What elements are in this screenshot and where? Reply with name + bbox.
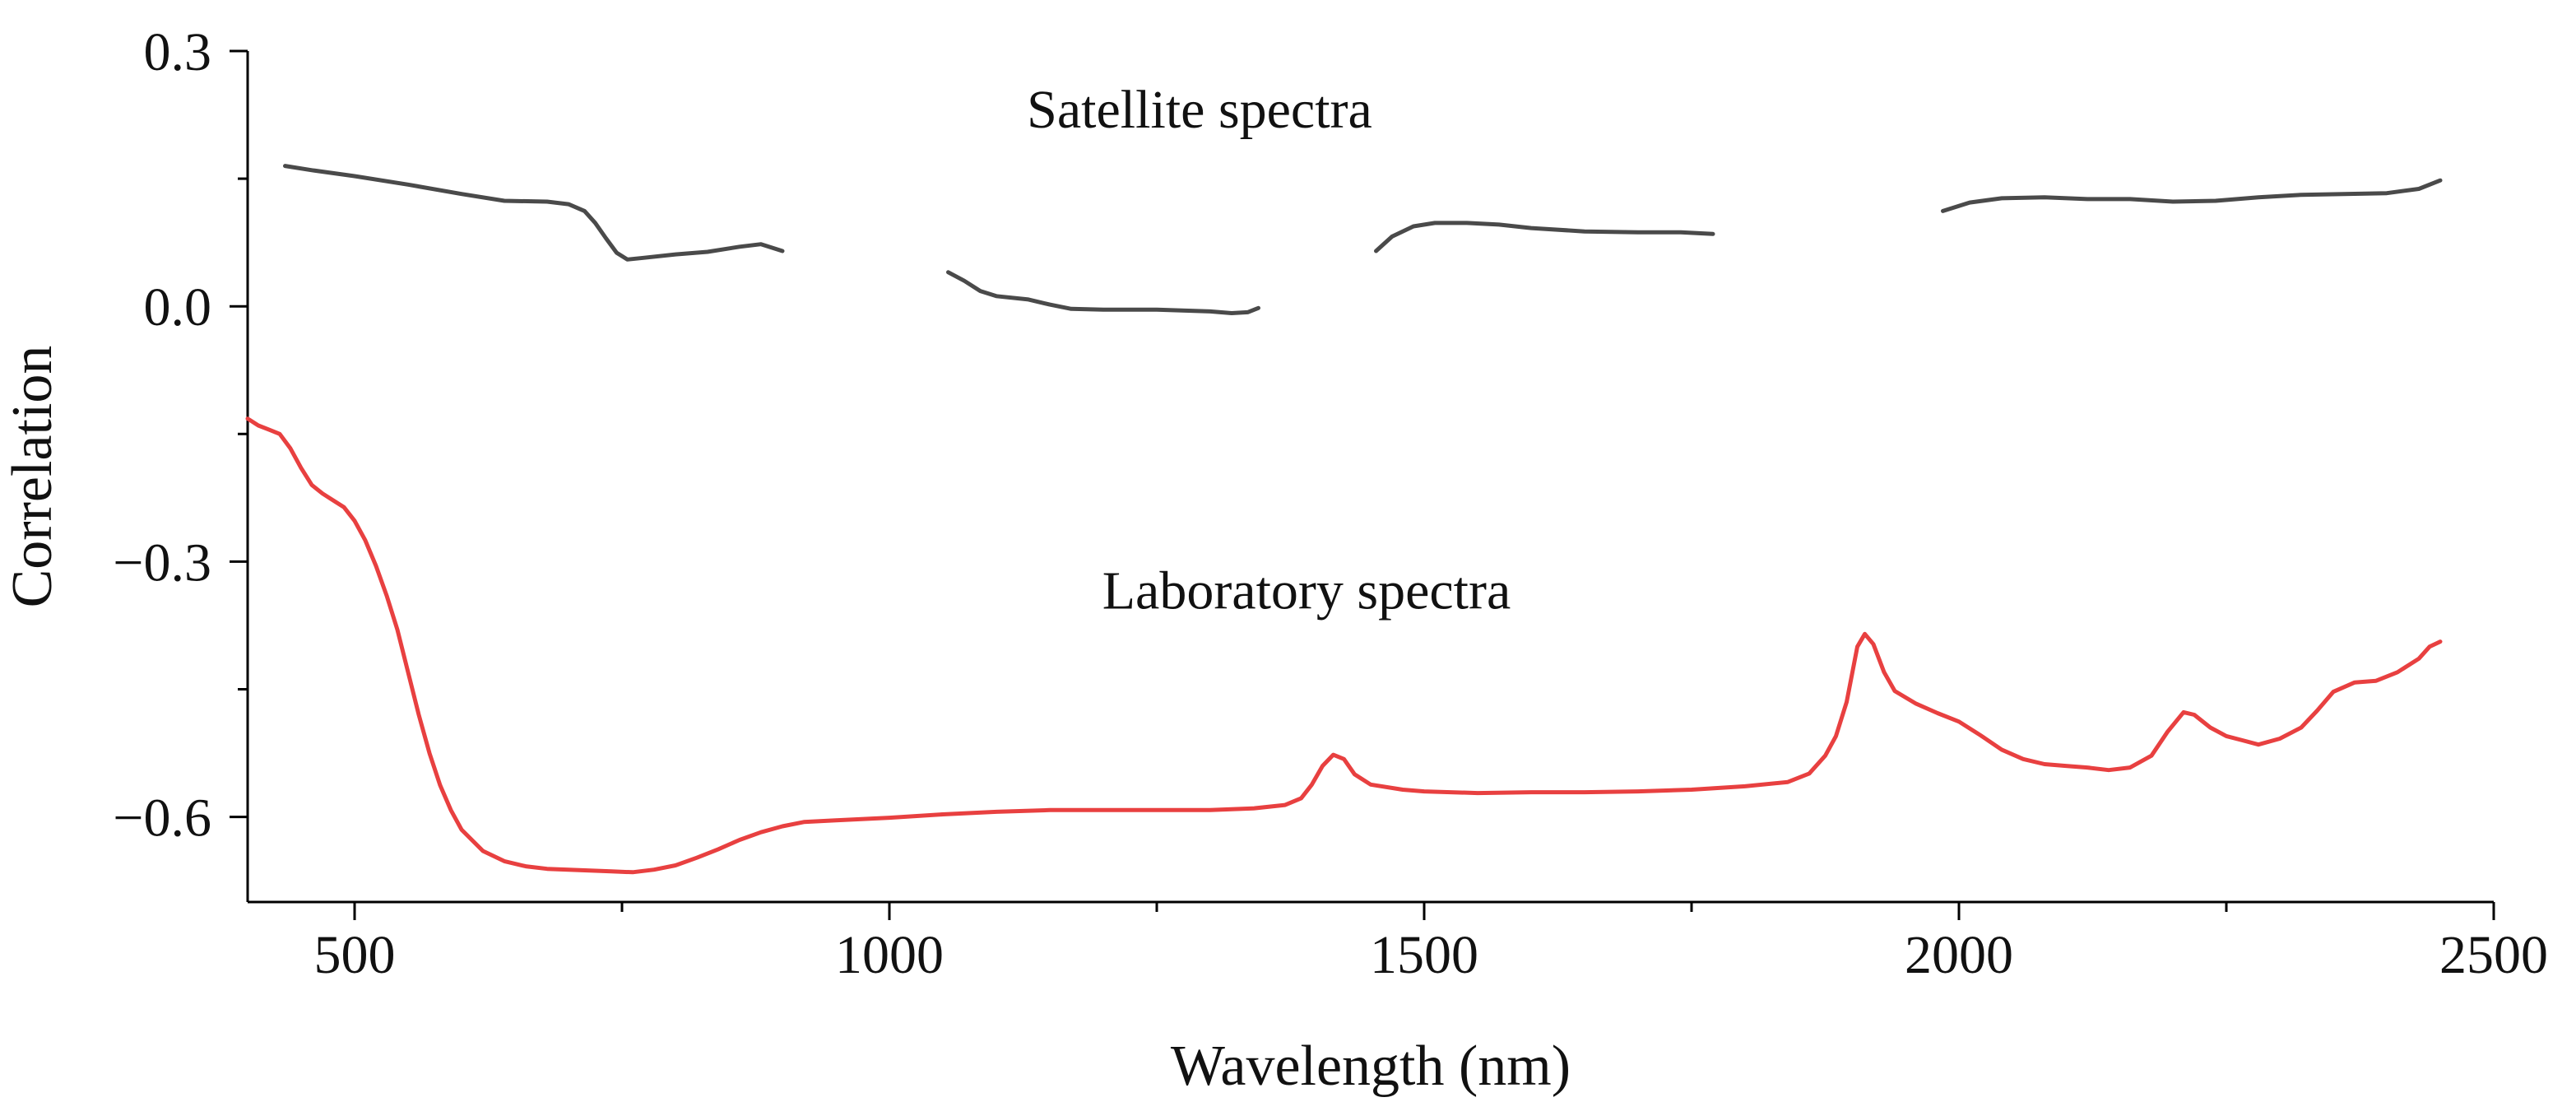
series-layer	[245, 164, 2443, 875]
x-tick-label: 2000	[1905, 925, 2013, 985]
series-line-satellite-spectra-segment-2	[946, 270, 1260, 315]
series-line-satellite-spectra-segment-1	[283, 164, 785, 262]
x-tick-label: 1000	[835, 925, 944, 985]
y-tick-label: −0.3	[113, 532, 211, 593]
y-axis-title: Correlation	[1, 346, 64, 608]
axis-ticks	[230, 49, 2495, 920]
annotation-laboratory-spectra: Laboratory spectra	[1102, 560, 1511, 621]
y-tick-label: 0.3	[144, 22, 212, 82]
x-tick-label: 1500	[1370, 925, 1478, 985]
series-line-laboratory-spectra-segment-1	[245, 416, 2443, 875]
y-tick-label: −0.6	[113, 788, 211, 849]
x-tick-label: 2500	[2439, 925, 2548, 985]
axis-tick-labels: 500 1000 1500 2000 2500 0.3 0.0 −0.3 −0.6	[113, 22, 2548, 985]
x-axis-title: Wavelength (nm)	[1171, 1035, 1571, 1098]
y-tick-label: 0.0	[144, 277, 212, 337]
plot-area: 500 1000 1500 2000 2500 0.3 0.0 −0.3 −0.6	[113, 22, 2548, 985]
series-satellite-spectra	[283, 164, 2443, 315]
series-line-satellite-spectra-segment-3	[1374, 221, 1715, 253]
x-tick-label: 500	[314, 925, 396, 985]
series-line-satellite-spectra-segment-4	[1941, 178, 2443, 213]
annotation-satellite-spectra: Satellite spectra	[1027, 80, 1372, 140]
series-laboratory-spectra	[245, 416, 2443, 875]
